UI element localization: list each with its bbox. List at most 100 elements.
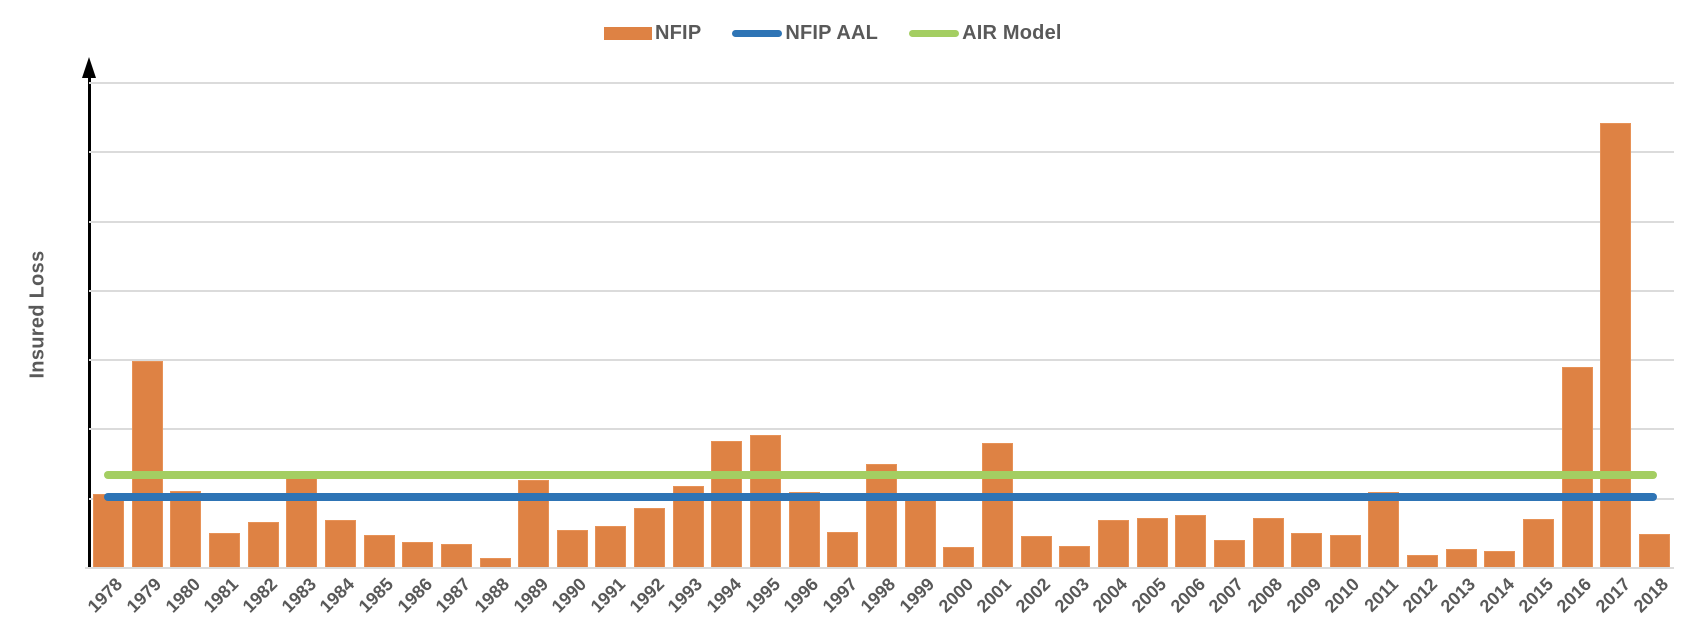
x-label-2007: 2007 [1205, 574, 1248, 617]
legend-label-air-model: AIR Model [962, 21, 1062, 44]
bar-2003 [1059, 545, 1091, 568]
x-label-2011: 2011 [1360, 574, 1403, 616]
bar-1995 [750, 434, 782, 568]
x-label-1987: 1987 [432, 574, 475, 617]
x-label-2015: 2015 [1514, 574, 1557, 617]
bar-1994 [711, 441, 743, 568]
x-label-1991: 1991 [586, 574, 630, 617]
y-gridline-5 [89, 220, 1674, 223]
y-axis-arrow-icon [82, 57, 96, 78]
bar-2014 [1484, 550, 1516, 568]
bar-2007 [1213, 540, 1245, 568]
bar-2000 [943, 547, 975, 568]
y-gridline-3 [89, 359, 1674, 362]
x-label-1981: 1981 [200, 574, 243, 617]
bar-1985 [363, 534, 395, 568]
bar-2004 [1097, 520, 1129, 568]
bar-1998 [866, 464, 897, 568]
legend: NFIP NFIP AAL AIR Model [604, 20, 1093, 46]
x-label-2003: 2003 [1050, 574, 1093, 617]
legend-label-nfip: NFIP [655, 21, 702, 44]
bar-2008 [1252, 518, 1284, 568]
bar-1981 [208, 532, 240, 568]
bar-2006 [1175, 515, 1207, 568]
x-label-1988: 1988 [470, 574, 514, 617]
nfip-aal-line-swatch-icon [732, 29, 783, 37]
bar-1979 [131, 360, 163, 568]
x-label-1992: 1992 [625, 574, 668, 617]
air-model-line [104, 471, 1657, 480]
x-axis-baseline [85, 567, 1674, 569]
bar-1997 [827, 531, 859, 568]
bar-1996 [788, 491, 820, 568]
x-label-2010: 2010 [1320, 574, 1364, 617]
x-label-1994: 1994 [702, 574, 746, 617]
x-label-2001: 2001 [973, 574, 1016, 617]
x-label-1984: 1984 [316, 574, 359, 617]
x-label-1986: 1986 [393, 574, 436, 617]
bar-2016 [1561, 367, 1593, 568]
bar-2018 [1639, 534, 1670, 568]
legend-item-nfip-aal: NFIP AAL [732, 22, 878, 45]
x-label-2016: 2016 [1552, 574, 1596, 617]
bar-2005 [1136, 518, 1168, 568]
bar-1990 [556, 529, 588, 568]
x-label-2000: 2000 [934, 574, 977, 617]
bar-2017 [1600, 123, 1632, 568]
x-label-2018: 2018 [1630, 574, 1673, 617]
x-label-2017: 2017 [1591, 574, 1635, 617]
x-label-1979: 1979 [122, 574, 166, 617]
bar-1980 [170, 491, 202, 568]
x-label-1989: 1989 [509, 574, 552, 617]
bar-1988 [479, 558, 511, 568]
x-label-1999: 1999 [895, 574, 939, 617]
bar-1999 [904, 498, 936, 568]
nfip-bar-swatch-icon [604, 26, 652, 40]
x-label-1990: 1990 [547, 574, 591, 617]
x-label-1993: 1993 [663, 574, 707, 617]
bar-1983 [286, 477, 318, 568]
legend-label-nfip-aal: NFIP AAL [785, 21, 879, 44]
x-label-2006: 2006 [1166, 574, 1209, 617]
bar-1991 [595, 525, 627, 568]
air-model-line-swatch-icon [909, 29, 960, 37]
x-label-1996: 1996 [779, 574, 823, 617]
bar-1982 [247, 522, 279, 568]
nfip-aal-line [104, 493, 1657, 502]
x-label-2005: 2005 [1127, 574, 1171, 617]
bar-2009 [1291, 532, 1323, 568]
legend-item-nfip: NFIP [604, 22, 701, 45]
x-label-1982: 1982 [238, 574, 282, 617]
bar-2012 [1407, 554, 1439, 568]
x-label-1998: 1998 [857, 574, 900, 617]
x-label-1985: 1985 [354, 574, 398, 617]
bar-1984 [324, 520, 356, 568]
bar-2011 [1368, 491, 1400, 568]
y-gridline-6 [89, 151, 1674, 154]
bar-1986 [402, 541, 434, 568]
x-label-1997: 1997 [818, 574, 862, 617]
y-gridline-4 [89, 289, 1674, 292]
x-label-2012: 2012 [1398, 574, 1441, 617]
x-label-2014: 2014 [1475, 574, 1519, 617]
x-label-2009: 2009 [1282, 574, 1325, 617]
bar-2002 [1020, 536, 1052, 568]
legend-item-air-model: AIR Model [909, 22, 1062, 45]
y-axis-line [88, 68, 91, 568]
y-gridline-2 [89, 428, 1674, 431]
y-gridline-7 [89, 81, 1674, 84]
x-label-1978: 1978 [84, 574, 127, 617]
y-axis-title: Insured Loss [26, 250, 49, 379]
x-label-2002: 2002 [1011, 574, 1055, 617]
x-label-1983: 1983 [277, 574, 320, 617]
x-label-2008: 2008 [1243, 574, 1287, 617]
bar-2001 [981, 443, 1013, 568]
x-label-2013: 2013 [1436, 574, 1480, 617]
bar-2010 [1329, 534, 1361, 568]
bar-1978 [93, 493, 124, 568]
bar-2013 [1445, 549, 1477, 568]
bar-2015 [1523, 518, 1555, 568]
x-label-1995: 1995 [741, 574, 784, 617]
bar-1992 [634, 507, 666, 568]
